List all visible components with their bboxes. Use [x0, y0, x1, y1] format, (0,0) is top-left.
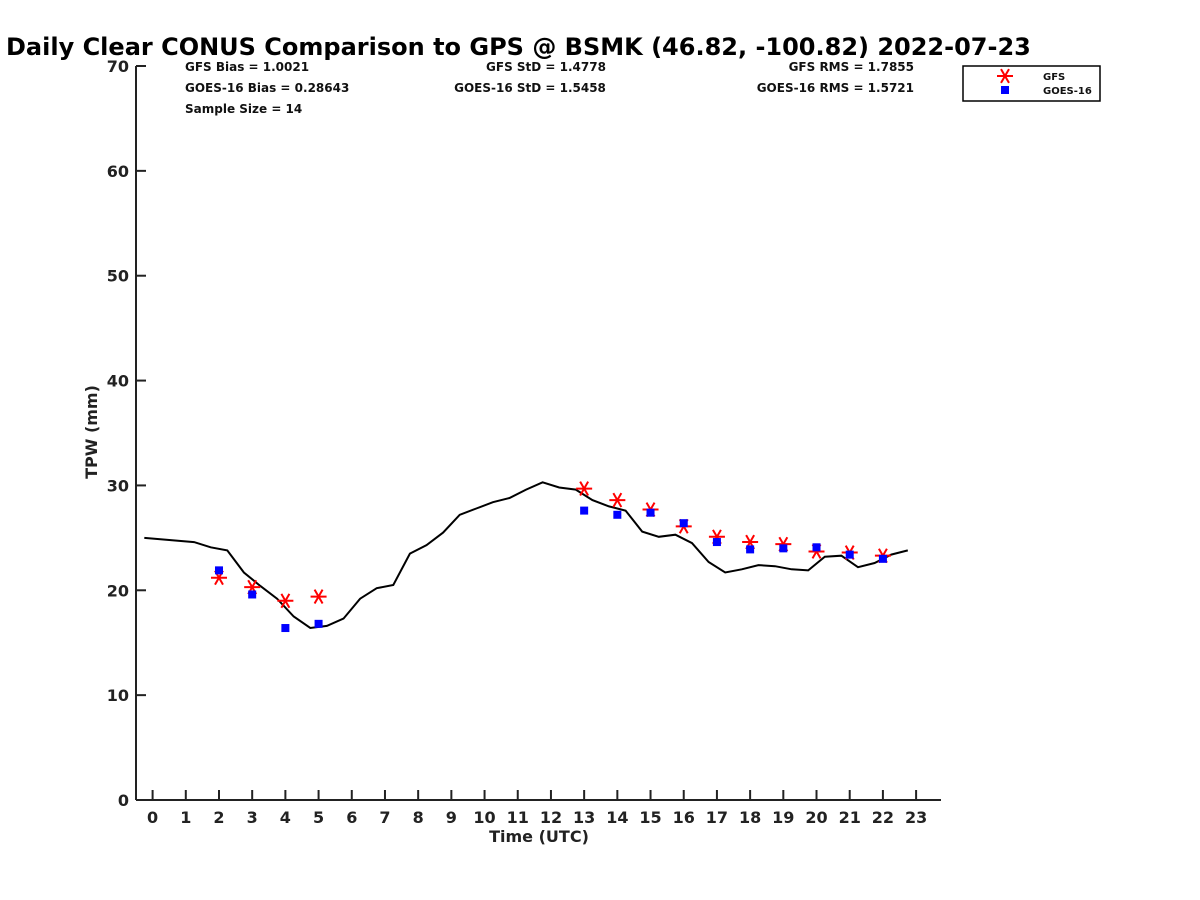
- axes: 0 1 2 3 4 5 6 7 8 9 10 11 12 13 14 15 16 17 18 19 20 21 22 2301…: [107, 57, 941, 827]
- asterisk-stroke: [280, 593, 291, 609]
- legend: GFS GOES-16: [962, 65, 1101, 102]
- asterisk-stroke: [1000, 68, 1010, 84]
- x-tick-label: 19: [772, 808, 794, 827]
- x-tick-label: 7: [379, 808, 390, 827]
- gps-line: [144, 481, 909, 630]
- x-tick-label: 15: [639, 808, 661, 827]
- goes16-point: [613, 510, 622, 519]
- asterisk-stroke: [612, 492, 623, 508]
- x-tick-label: 8: [413, 808, 424, 827]
- x-tick-label: 4: [280, 808, 291, 827]
- goes16-point: [878, 554, 887, 563]
- gfs-point: [576, 481, 593, 497]
- gfs-point: [310, 589, 327, 605]
- x-tick-label: 5: [313, 808, 324, 827]
- legend-gfs-asterisk-icon: [997, 68, 1013, 84]
- x-tick-label: 17: [706, 808, 728, 827]
- y-tick-label: 50: [107, 267, 129, 286]
- y-tick-label: 40: [107, 372, 129, 391]
- y-tick-label: 70: [107, 57, 129, 76]
- x-tick-label: 20: [805, 808, 827, 827]
- x-axis-label: Time (UTC): [489, 827, 589, 846]
- goes16-point: [314, 619, 323, 628]
- y-axis-label: TPW (mm): [82, 385, 101, 479]
- y-tick-label: 10: [107, 686, 129, 705]
- x-tick-label: 16: [673, 808, 695, 827]
- x-tick-label: 11: [507, 808, 529, 827]
- goes16-point: [712, 538, 721, 547]
- goes16-point: [679, 519, 688, 528]
- x-tick-label: 6: [346, 808, 357, 827]
- stat-label: GFS StD = 1.4778: [486, 60, 606, 74]
- goes16-point: [779, 544, 788, 553]
- goes16-point: [248, 590, 257, 599]
- legend-asterisk: [997, 68, 1013, 84]
- stats-panel: GFS Bias = 1.0021 GFS StD = 1.4778 GFS RMS…: [185, 60, 914, 116]
- x-tick-label: 3: [247, 808, 258, 827]
- plot-area: [144, 481, 909, 633]
- legend-goes16-label: GOES-16: [1043, 86, 1092, 97]
- stat-label: Sample Size = 14: [185, 102, 302, 116]
- chart-title: Daily Clear CONUS Comparison to GPS @ BS…: [6, 33, 1031, 61]
- x-tick-label: 21: [839, 808, 861, 827]
- gfs-point: [609, 492, 626, 508]
- x-tick-label: 2: [213, 808, 224, 827]
- stat-label: GFS Bias = 1.0021: [185, 60, 309, 74]
- legend-goes16-square-icon: [1001, 86, 1009, 94]
- gfs-point: [277, 593, 294, 609]
- goes16-series: [214, 506, 887, 633]
- x-tick-label: 23: [905, 808, 927, 827]
- x-tick-label: 10: [473, 808, 495, 827]
- x-tick-label: 13: [573, 808, 595, 827]
- x-tick-label: 18: [739, 808, 761, 827]
- goes16-point: [580, 506, 589, 515]
- goes16-point: [214, 566, 223, 575]
- x-tick-label: 14: [606, 808, 628, 827]
- legend-box: [962, 65, 1101, 102]
- stat-label: GOES-16 StD = 1.5458: [454, 81, 606, 95]
- y-tick-label: 20: [107, 581, 129, 600]
- goes16-point: [812, 543, 821, 552]
- x-tick-label: 9: [446, 808, 457, 827]
- gfs-series: [210, 481, 891, 609]
- asterisk-stroke: [313, 589, 324, 605]
- goes16-point: [646, 508, 655, 517]
- y-tick-label: 0: [118, 791, 129, 810]
- y-tick-label: 30: [107, 476, 129, 495]
- x-tick-label: 0: [147, 808, 158, 827]
- x-tick-label: 1: [180, 808, 191, 827]
- x-tick-label: 22: [872, 808, 894, 827]
- gps-series: [144, 481, 909, 630]
- goes16-point: [746, 545, 755, 554]
- x-tick-label: 12: [540, 808, 562, 827]
- stat-label: GOES-16 Bias = 0.28643: [185, 81, 349, 95]
- y-tick-label: 60: [107, 162, 129, 181]
- stat-label: GFS RMS = 1.7855: [789, 60, 914, 74]
- stat-label: GOES-16 RMS = 1.5721: [757, 81, 914, 95]
- goes16-point: [845, 550, 854, 559]
- legend-gfs-label: GFS: [1043, 72, 1065, 83]
- goes16-point: [281, 624, 290, 633]
- asterisk-stroke: [579, 481, 590, 497]
